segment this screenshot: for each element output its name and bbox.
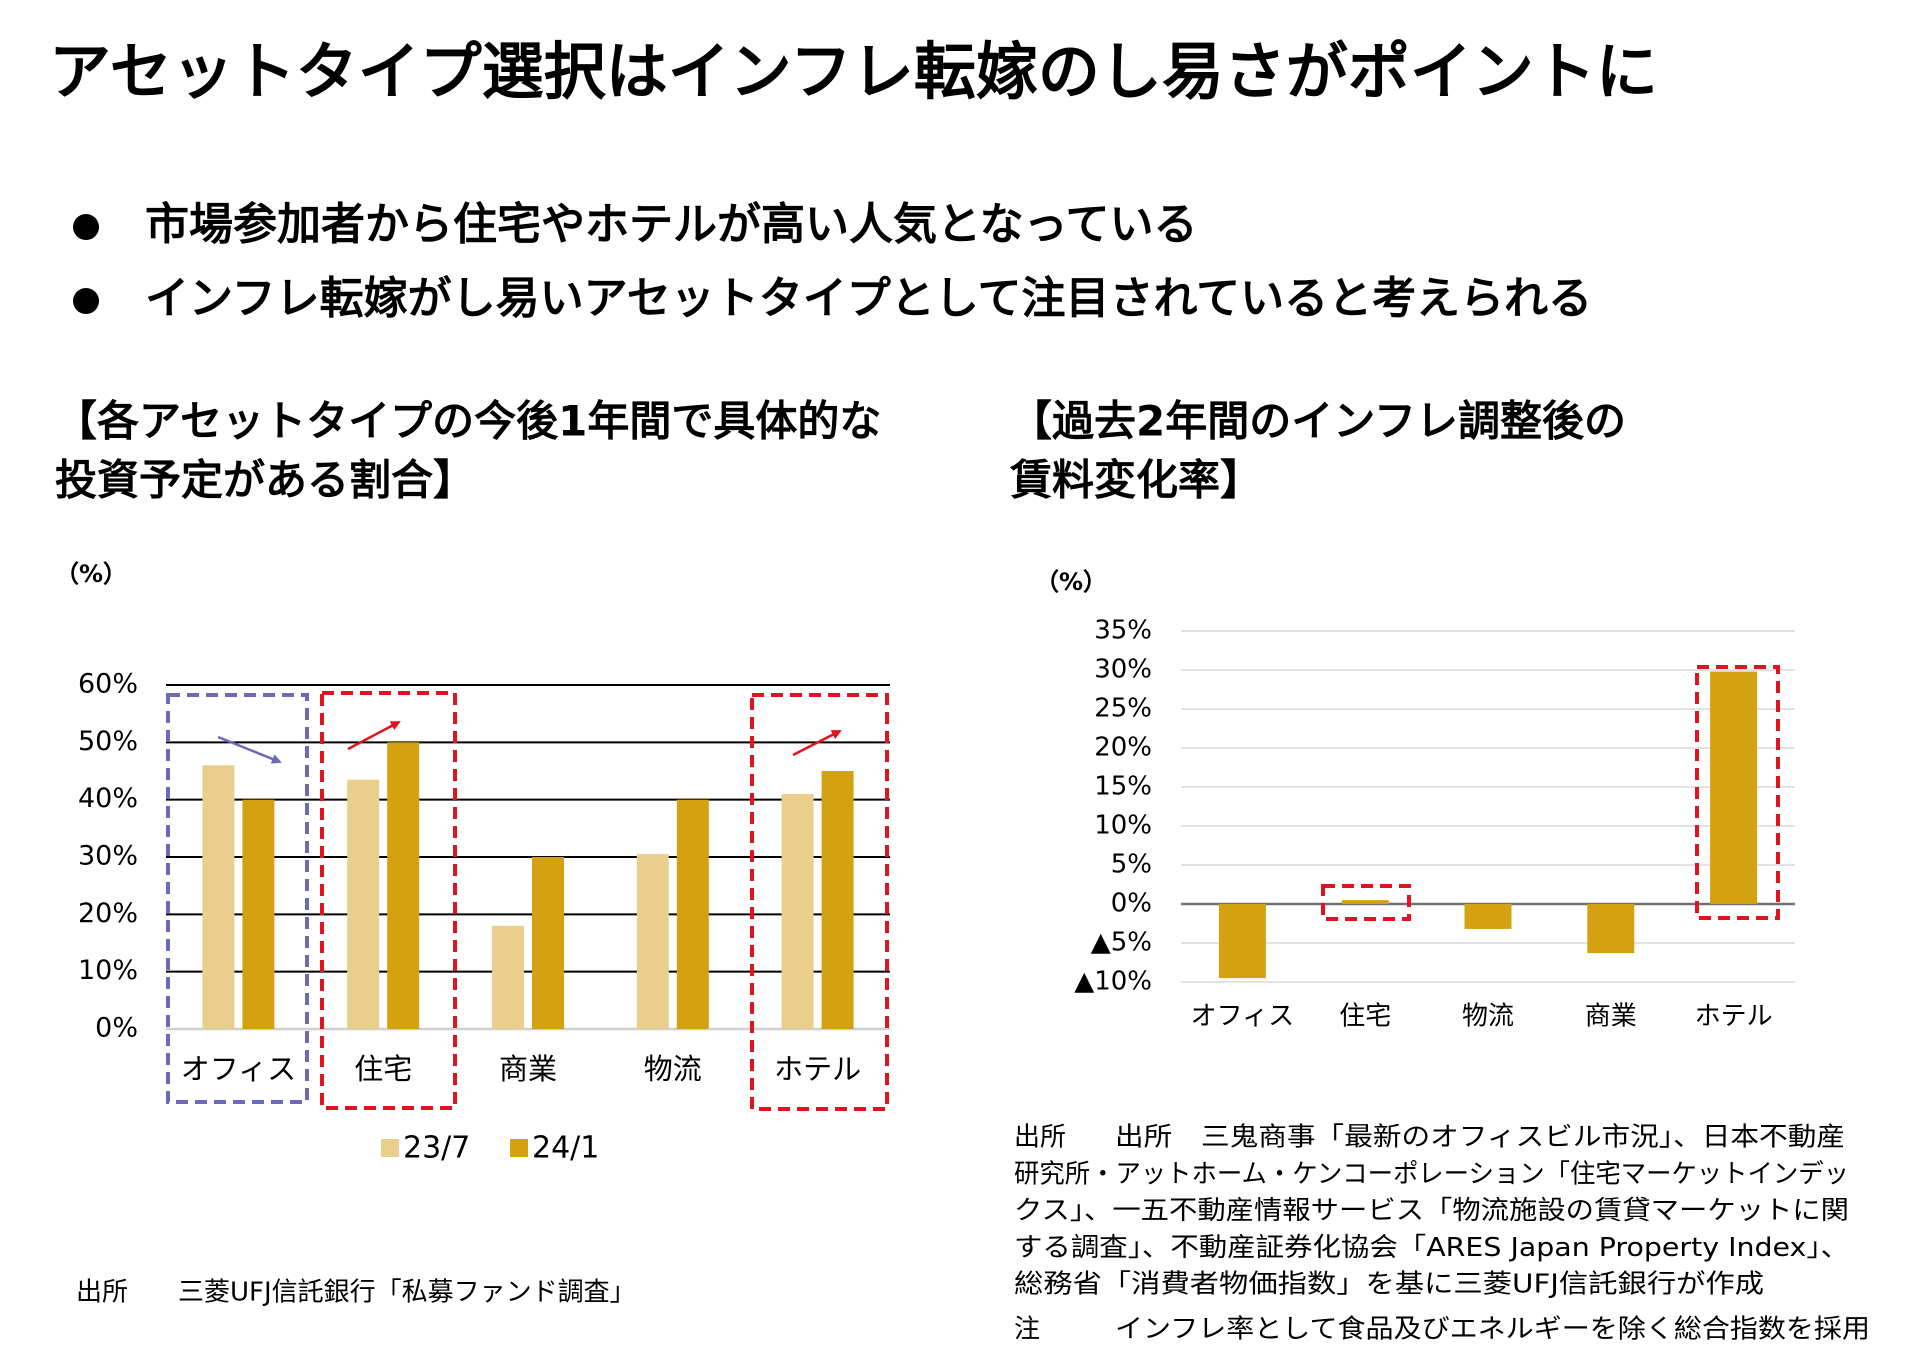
highlight-box <box>1695 665 1780 920</box>
chart-heading: 投資予定がある割合】 <box>55 456 475 505</box>
bar <box>492 925 524 1029</box>
bar <box>781 793 814 1029</box>
bar <box>202 765 235 1029</box>
chart-heading: 賃料変化率】 <box>1009 456 1262 505</box>
source-text: 三菱UFJ信託銀行「私募ファンド調査」 <box>178 1278 636 1308</box>
source-text: クス」、一五不動産情報サービス「物流施設の賃貸マーケットに関 <box>1014 1196 1849 1226</box>
highlight-box <box>320 691 457 1110</box>
x-tick-label: オフィス <box>181 1052 296 1086</box>
x-tick-label: 商業 <box>1585 1002 1637 1032</box>
y-tick-label: 35% <box>1094 616 1152 646</box>
y-tick-label: 0% <box>1111 889 1152 919</box>
y-tick-label: 10% <box>78 955 138 986</box>
source-text: 研究所・アットホーム・ケンコーポレーション「住宅マーケットインデッ <box>1014 1159 1849 1189</box>
y-tick-label: ▲5% <box>1091 928 1152 958</box>
bullet-dot <box>73 288 99 314</box>
y-tick-label: 10% <box>1094 811 1152 841</box>
bar <box>532 857 564 1029</box>
legend-label: 23/7 <box>403 1131 470 1166</box>
legend-swatch <box>381 1139 399 1157</box>
bar <box>242 799 275 1029</box>
trend-arrow <box>217 735 282 764</box>
y-tick-label: 20% <box>78 898 138 929</box>
x-tick-label: オフィス <box>1191 1002 1294 1032</box>
x-tick-label: ホテル <box>774 1052 861 1086</box>
bar <box>1710 671 1758 904</box>
bar <box>821 771 854 1029</box>
x-tick-label: 住宅 <box>1339 1002 1391 1032</box>
bar <box>1464 904 1512 929</box>
unit-label: （%） <box>55 560 127 588</box>
x-tick-label: 商業 <box>499 1052 557 1086</box>
y-tick-label: 50% <box>78 726 138 757</box>
y-tick-label: 5% <box>1111 850 1152 880</box>
source-text: 総務省「消費者物価指数」を基に三菱UFJ信託銀行が作成 <box>1014 1270 1764 1300</box>
y-tick-label: 60% <box>78 669 138 700</box>
y-tick-label: 30% <box>1094 655 1152 685</box>
y-tick-label: 20% <box>1094 733 1152 763</box>
highlight-box <box>166 693 309 1104</box>
bar <box>676 799 709 1029</box>
highlight-box <box>750 693 889 1111</box>
bullet-text: インフレ転嫁がし易いアセットタイプとして注目されていると考えられる <box>145 273 1592 324</box>
y-tick-label: ▲10% <box>1074 967 1152 997</box>
source-text: 出所 三鬼商事「最新のオフィスビル市況」、日本不動産 <box>1115 1123 1845 1153</box>
chart-heading: 【各アセットタイプの今後1年間で具体的な <box>55 397 881 446</box>
trend-arrow <box>792 729 842 757</box>
bar <box>1587 904 1635 954</box>
source-label: 出所 <box>76 1278 128 1308</box>
note-label: 注 <box>1014 1315 1040 1345</box>
bar <box>1341 900 1389 904</box>
x-tick-label: 物流 <box>1462 1002 1514 1032</box>
trend-arrow <box>347 720 401 751</box>
y-tick-label: 40% <box>78 783 138 814</box>
slide-title: アセットタイプ選択はインフレ転嫁のし易さがポイントに <box>49 35 1658 108</box>
legend-label: 24/1 <box>532 1131 599 1166</box>
x-tick-label: ホテル <box>1695 1002 1773 1032</box>
bar <box>387 742 420 1029</box>
note-text: インフレ率として食品及びエネルギーを除く総合指数を採用 <box>1115 1315 1870 1345</box>
y-tick-label: 30% <box>78 841 138 872</box>
x-tick-label: 物流 <box>644 1052 702 1086</box>
legend-swatch <box>510 1139 528 1157</box>
x-tick-label: 住宅 <box>354 1052 412 1086</box>
bullet-dot <box>73 214 99 240</box>
source-label: 出所 <box>1014 1123 1066 1153</box>
chart-heading: 【過去2年間のインフレ調整後の <box>1010 397 1626 446</box>
unit-label: （%） <box>1035 568 1107 596</box>
source-text: する調査」、不動産証券化協会「ARES Japan Property Index… <box>1014 1233 1849 1263</box>
y-tick-label: 15% <box>1094 772 1152 802</box>
highlight-box <box>1321 884 1411 921</box>
y-tick-label: 0% <box>95 1013 138 1044</box>
bar <box>1218 904 1266 979</box>
bullet-text: 市場参加者から住宅やホテルが高い人気となっている <box>145 199 1197 250</box>
bar <box>347 779 380 1029</box>
y-tick-label: 25% <box>1094 694 1152 724</box>
bar <box>636 854 669 1029</box>
